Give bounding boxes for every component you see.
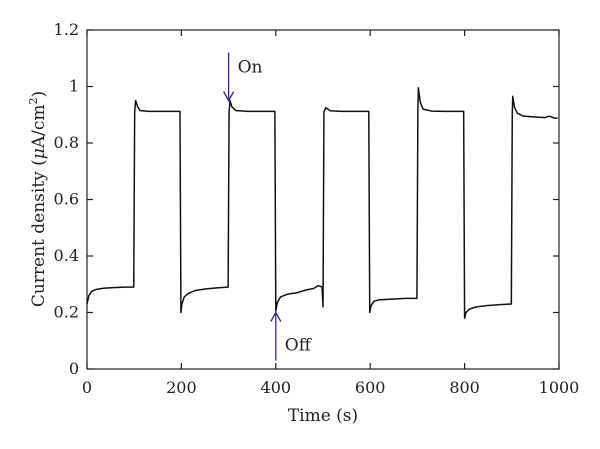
- y-tick-label: 0.8: [54, 133, 79, 152]
- annotation-label: Off: [285, 336, 313, 356]
- axis-ticks: [86, 29, 560, 370]
- y-axis-title: Current density (μA/cm2): [27, 91, 49, 307]
- y-axis-title-unit: A/cm: [29, 104, 49, 149]
- current-density-line: [86, 87, 558, 319]
- annotation-label: On: [238, 58, 263, 78]
- x-tick-label: 1000: [539, 378, 580, 397]
- annotations: On Off: [223, 52, 313, 361]
- y-tick-label: 1: [69, 77, 79, 96]
- x-tick-label: 800: [449, 378, 480, 397]
- y-axis-title-close: ): [29, 91, 49, 98]
- y-axis-title-mu: μ: [29, 148, 49, 159]
- x-tick-label: 600: [355, 378, 386, 397]
- annotation-arrow-head: [270, 311, 282, 322]
- y-axis-title-main: Current density (: [29, 159, 49, 307]
- x-tick-label: 0: [82, 378, 92, 397]
- y-tick-label: 1.2: [54, 20, 79, 39]
- y-tick-label: 0.4: [54, 246, 79, 265]
- y-tick-label: 0.6: [54, 190, 79, 209]
- tick-labels: 0 200 400 600 800 1000 0 0.2 0.4 0.6 0.8 1 1.2: [54, 20, 580, 397]
- annotation-arrow-head: [223, 91, 235, 102]
- x-tick-label: 200: [166, 378, 197, 397]
- y-axis-title-sup: 2: [27, 97, 40, 104]
- y-tick-label: 0: [69, 359, 79, 378]
- y-tick-label: 0.2: [54, 303, 79, 322]
- x-tick-label: 400: [261, 378, 292, 397]
- x-axis-title: Time (s): [288, 406, 358, 426]
